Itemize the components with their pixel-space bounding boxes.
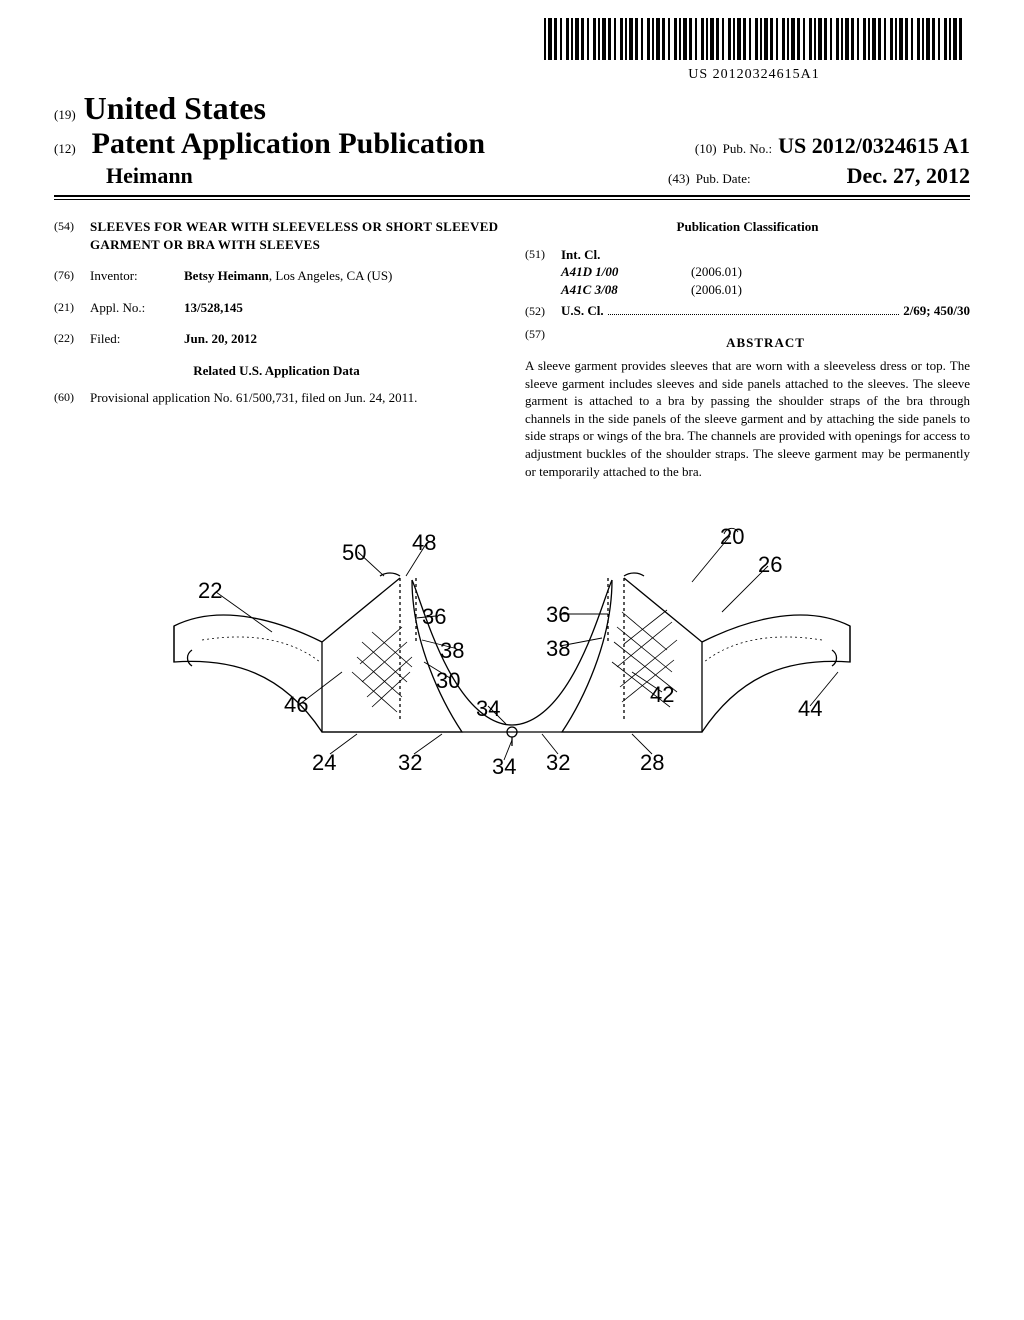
intcl-code-1: A41C 3/08 (561, 281, 691, 299)
inventor-name: Betsy Heimann (184, 268, 269, 283)
document-header: (19) United States (12) Patent Applicati… (54, 90, 970, 200)
application-number: 13/528,145 (184, 299, 499, 317)
barcode-text: US 20120324615A1 (544, 67, 964, 83)
uscl-value: 2/69; 450/30 (903, 302, 970, 320)
dot-leader (608, 305, 900, 315)
inventor-loc: , Los Angeles, CA (US) (269, 268, 393, 283)
figure-ref-42: 42 (650, 682, 674, 708)
left-column: (54) SLEEVES FOR WEAR WITH SLEEVELESS OR… (54, 218, 499, 480)
figure-ref-20: 20 (720, 524, 744, 550)
patent-figure: 20 22 24 26 28 30 42 44 46 48 50 32 32 34 34 36 36 38 38 (162, 522, 862, 802)
abstract-header: ABSTRACT (561, 334, 970, 352)
figure-ref-26: 26 (758, 552, 782, 578)
figure-ref-22: 22 (198, 578, 222, 604)
figure-ref-34a: 34 (492, 754, 516, 780)
intcl-ver-1: (2006.01) (691, 281, 742, 299)
figure-ref-44: 44 (798, 696, 822, 722)
intcl-label: Int. Cl. (561, 246, 970, 264)
pubno-label: Pub. No.: (723, 141, 772, 157)
code-52: (52) (525, 303, 561, 319)
code-10: (10) (695, 141, 717, 157)
figure-ref-36a: 36 (422, 604, 446, 630)
code-54: (54) (54, 218, 90, 253)
inventor-value: Betsy Heimann, Los Angeles, CA (US) (184, 267, 499, 285)
figure-ref-46: 46 (284, 692, 308, 718)
code-19: (19) (54, 107, 76, 123)
related-data-header: Related U.S. Application Data (54, 362, 499, 380)
doc-type: Patent Application Publication (92, 127, 485, 161)
barcode-graphic (544, 18, 964, 60)
publication-date: Dec. 27, 2012 (847, 163, 970, 189)
code-60: (60) (54, 389, 90, 407)
code-12: (12) (54, 141, 76, 157)
figure-ref-34b: 34 (476, 696, 500, 722)
intcl-ver-0: (2006.01) (691, 263, 742, 281)
abstract-body: A sleeve garment provides sleeves that a… (525, 357, 970, 480)
uscl-label: U.S. Cl. (561, 302, 604, 320)
code-57: (57) (525, 326, 561, 358)
barcode-block: US 20120324615A1 (544, 18, 964, 83)
intcl-row-1: A41C 3/08 (2006.01) (561, 281, 970, 299)
figure-ref-30: 30 (436, 668, 460, 694)
figure-ref-28: 28 (640, 750, 664, 776)
figure-ref-36b: 36 (546, 602, 570, 628)
code-51: (51) (525, 246, 561, 299)
provisional-text: Provisional application No. 61/500,731, … (90, 389, 499, 407)
figure-ref-32a: 32 (398, 750, 422, 776)
header-rule-thick (54, 195, 970, 197)
inventor-label: Inventor: (90, 267, 184, 285)
figure-ref-32b: 32 (546, 750, 570, 776)
code-21: (21) (54, 299, 90, 317)
applno-label: Appl. No.: (90, 299, 184, 317)
invention-title: SLEEVES FOR WEAR WITH SLEEVELESS OR SHOR… (90, 218, 499, 253)
publication-number: US 2012/0324615 A1 (778, 133, 970, 159)
country-name: United States (84, 90, 266, 127)
filed-date: Jun. 20, 2012 (184, 330, 499, 348)
figure-ref-38a: 38 (440, 638, 464, 664)
code-43: (43) (668, 171, 690, 187)
pub-classification-header: Publication Classification (525, 218, 970, 236)
figure-ref-24: 24 (312, 750, 336, 776)
right-column: Publication Classification (51) Int. Cl.… (525, 218, 970, 480)
inventor-lastname: Heimann (106, 163, 193, 189)
code-76: (76) (54, 267, 90, 285)
intcl-code-0: A41D 1/00 (561, 263, 691, 281)
header-rule-thin (54, 199, 970, 200)
figure-ref-38b: 38 (546, 636, 570, 662)
figure-ref-48: 48 (412, 530, 436, 556)
two-column-body: (54) SLEEVES FOR WEAR WITH SLEEVELESS OR… (54, 218, 970, 480)
code-22: (22) (54, 330, 90, 348)
pubdate-label: Pub. Date: (696, 171, 751, 187)
intcl-row-0: A41D 1/00 (2006.01) (561, 263, 970, 281)
filed-label: Filed: (90, 330, 184, 348)
figure-ref-50: 50 (342, 540, 366, 566)
